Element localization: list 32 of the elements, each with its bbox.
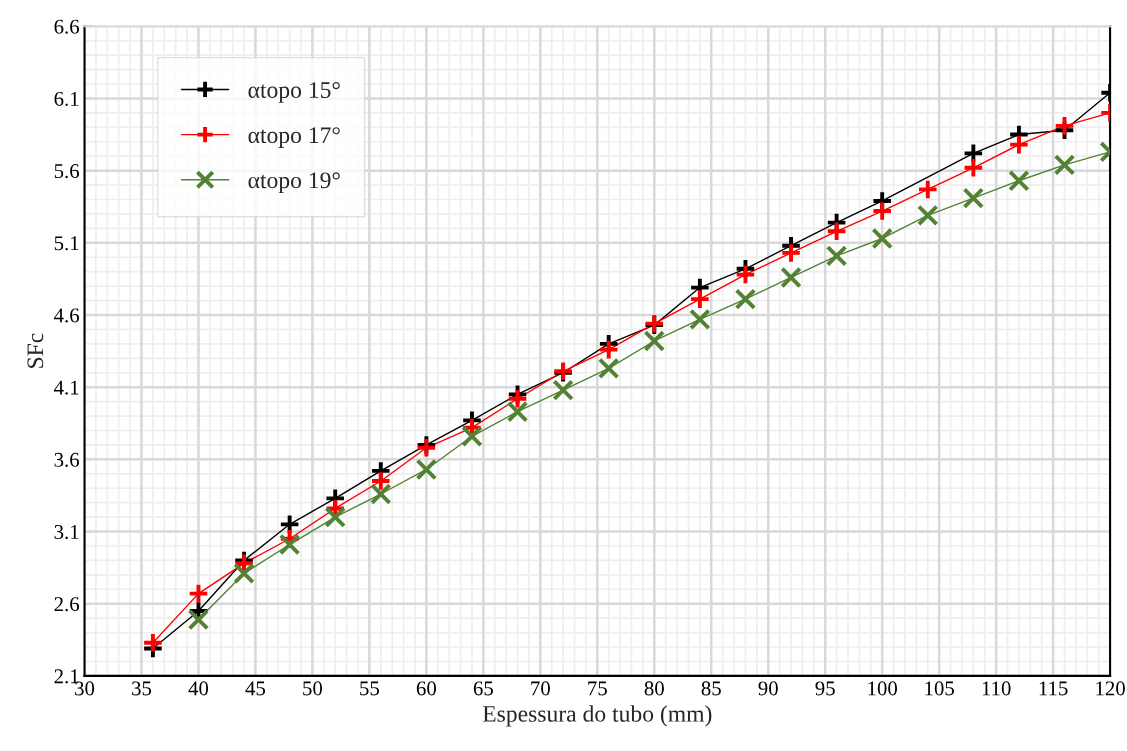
y-tick-label: 6.1 (54, 91, 79, 106)
x-tick-label: 85 (701, 681, 721, 696)
y-tick-label: 5.6 (54, 164, 80, 179)
x-tick-label: 35 (132, 681, 152, 696)
y-tick-label: 6.6 (54, 19, 80, 34)
y-tick-label: 3.6 (54, 452, 80, 467)
x-tick-label: 40 (188, 681, 209, 696)
x-tick-label: 100 (868, 681, 898, 696)
x-tick-label: 95 (815, 681, 835, 696)
x-tick-label: 120 (1096, 681, 1125, 696)
y-tick-label: 2.6 (54, 597, 80, 612)
x-tick-label: 45 (245, 681, 266, 696)
x-axis-title: Espessura do tubo (mm) (482, 705, 712, 727)
legend-label: αtopo 17° (248, 127, 340, 148)
x-tick-label: 55 (360, 681, 380, 696)
x-tick-label: 60 (416, 681, 436, 696)
legend-label: αtopo 15° (248, 82, 340, 103)
x-tick-label: 50 (303, 681, 323, 696)
x-tick-label: 70 (531, 681, 550, 696)
y-tick-label: 5.1 (54, 236, 79, 251)
y-tick-label: 3.1 (54, 524, 79, 540)
x-tick-label: 80 (644, 681, 664, 696)
x-tick-label: 90 (758, 681, 778, 696)
x-tick-label: 75 (588, 681, 607, 696)
x-tick-label: 115 (1039, 681, 1068, 696)
x-tick-label: 105 (925, 681, 954, 696)
y-axis-title: SFc (27, 333, 44, 368)
x-tick-label: 110 (982, 681, 1011, 696)
legend-label: αtopo 19° (248, 172, 340, 194)
y-tick-label: 4.1 (54, 380, 79, 395)
y-tick-label: 4.6 (54, 308, 80, 323)
x-tick-label: 65 (473, 681, 493, 696)
